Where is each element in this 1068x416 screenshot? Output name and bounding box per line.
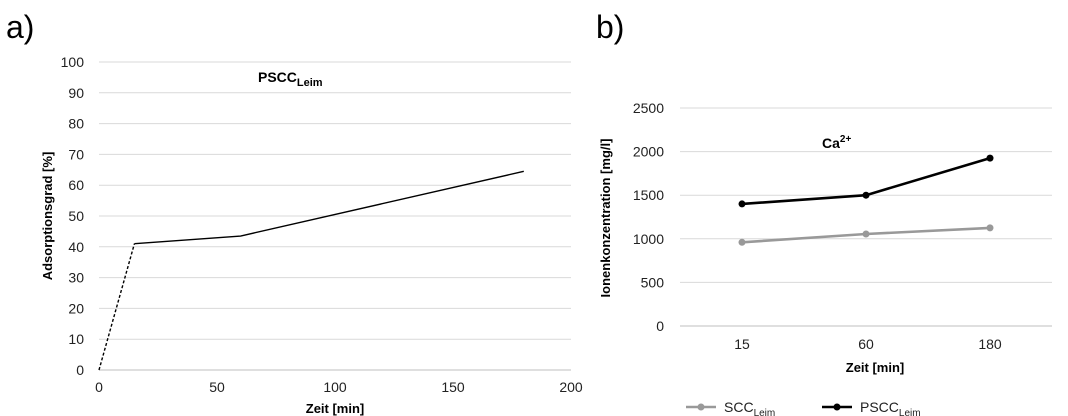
chart-b-x-tick-label: 180 (978, 336, 1002, 352)
chart-a-series (98, 170, 524, 371)
chart-a-x-ticks: 0 50 100 150 200 (95, 379, 583, 395)
chart-b-x-tick-label: 15 (734, 336, 750, 352)
chart-a-title-subscript: Leim (297, 77, 323, 89)
chart-a-y-axis-title: Adsorptionsgrad [%] (40, 152, 55, 281)
chart-a-y-tick-label: 80 (68, 116, 84, 132)
chart-b-y-tick-label: 1000 (633, 231, 664, 247)
chart-b-series-point-2 (862, 191, 870, 199)
chart-b-x-tick-label: 60 (858, 336, 874, 352)
chart-a-y-tick-label: 30 (68, 270, 84, 286)
chart-b-y-tick-label: 500 (641, 274, 665, 290)
chart-b-y-axis-title: Ionenkonzentration [mg/l] (598, 139, 613, 298)
chart-a-title: PSCCLeim (258, 69, 323, 89)
chart-b-x-ticks: 15 60 180 (734, 336, 1002, 352)
chart-a-series-line-2 (134, 170, 524, 245)
chart-a-y-tick-label: 60 (68, 177, 84, 193)
chart-a-y-tick-label: 10 (68, 331, 84, 347)
chart-a: a) 0 10 20 30 40 50 60 70 80 90 100 0 50 100 150 200 P… (6, 9, 583, 416)
panel-label-a: a) (6, 9, 34, 45)
chart-a-y-tick-label: 50 (68, 208, 84, 224)
legend-label-2: PSCCLeim (860, 399, 921, 416)
chart-b-series-point-1 (862, 230, 870, 238)
chart-a-x-tick-label: 0 (95, 379, 103, 395)
chart-b-legend: SCCLeim PSCCLeim (686, 399, 921, 416)
panel-label-b: b) (596, 9, 624, 45)
chart-a-y-tick-label: 70 (68, 146, 84, 162)
chart-b-x-axis-title: Zeit [min] (846, 360, 905, 375)
chart-b-series (738, 154, 994, 246)
chart-b-series-point-1 (738, 238, 746, 246)
chart-a-y-tick-label: 100 (61, 54, 85, 70)
legend-swatch-marker-1 (697, 403, 705, 411)
chart-a-x-axis-title: Zeit [min] (306, 401, 365, 416)
chart-a-x-tick-label: 50 (209, 379, 225, 395)
chart-a-y-tick-label: 20 (68, 300, 84, 316)
chart-a-x-tick-label: 150 (441, 379, 465, 395)
chart-a-x-tick-label: 100 (323, 379, 347, 395)
chart-a-y-tick-label: 40 (68, 239, 84, 255)
chart-b-y-tick-label: 2500 (633, 100, 664, 116)
chart-a-series-line-1 (98, 243, 136, 371)
chart-b-y-ticks: 0 500 1000 1500 2000 2500 (633, 100, 664, 334)
chart-a-y-tick-label: 0 (76, 362, 84, 378)
chart-b: b) 0 500 1000 1500 2000 2500 15 60 180 Ca2+ Ion… (596, 9, 1052, 416)
chart-b-series-point-2 (738, 200, 746, 208)
chart-a-gridlines (99, 61, 571, 340)
chart-b-title-superscript: 2+ (840, 134, 852, 145)
chart-a-x-tick-label: 200 (559, 379, 583, 395)
chart-b-title: Ca2+ (822, 134, 851, 151)
chart-b-series-point-2 (986, 154, 994, 162)
chart-a-y-ticks: 0 10 20 30 40 50 60 70 80 90 100 (61, 54, 85, 378)
chart-a-y-tick-label: 90 (68, 85, 84, 101)
chart-b-series-point-1 (986, 224, 994, 232)
legend-label-1: SCCLeim (724, 399, 775, 416)
chart-b-y-tick-label: 0 (656, 318, 664, 334)
chart-b-y-tick-label: 2000 (633, 144, 664, 160)
legend-swatch-marker-2 (833, 403, 841, 411)
chart-b-y-tick-label: 1500 (633, 187, 664, 203)
